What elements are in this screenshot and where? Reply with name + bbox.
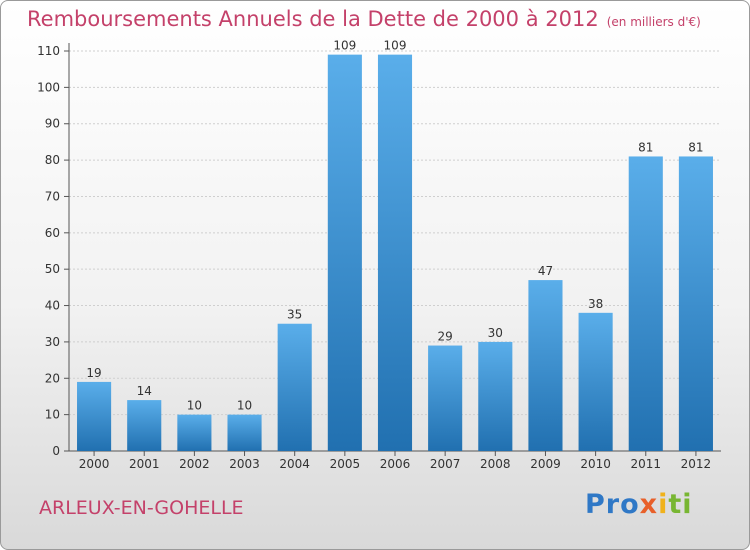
bar-value-label: 10 <box>187 399 202 413</box>
x-tick-label: 2004 <box>279 457 310 471</box>
bar <box>428 345 463 451</box>
bar <box>327 54 362 452</box>
bar <box>478 341 513 451</box>
x-tick-label: 2003 <box>229 457 260 471</box>
x-tick-label: 2011 <box>630 457 661 471</box>
chart-subtitle: (en milliers d'€) <box>606 15 701 29</box>
bar-value-label: 109 <box>333 39 356 53</box>
bar <box>678 156 713 452</box>
bar-value-label: 14 <box>137 384 152 398</box>
y-tick-label: 80 <box>45 153 60 167</box>
x-tick-label: 2001 <box>129 457 160 471</box>
proxiti-logo: Proxiti <box>585 489 693 520</box>
x-tick-label: 2009 <box>530 457 561 471</box>
x-tick-label: 2007 <box>430 457 461 471</box>
y-tick-label: 60 <box>45 226 60 240</box>
bar-value-label: 81 <box>688 140 703 154</box>
logo-part-1: Pro <box>585 489 640 520</box>
bar-value-label: 109 <box>384 39 407 53</box>
bar-value-label: 29 <box>438 330 453 344</box>
bar <box>177 414 212 451</box>
bar <box>227 414 262 451</box>
y-tick-label: 40 <box>45 299 60 313</box>
bar <box>578 312 613 451</box>
bar-value-label: 19 <box>86 366 101 380</box>
x-tick-label: 2012 <box>681 457 712 471</box>
x-tick-label: 2005 <box>330 457 361 471</box>
bar <box>528 280 563 451</box>
logo-part-2: x <box>639 489 659 520</box>
bar <box>127 400 162 451</box>
logo-part-4: ti <box>668 489 693 520</box>
y-tick-label: 10 <box>45 408 60 422</box>
y-tick-label: 20 <box>45 371 60 385</box>
bar-value-label: 38 <box>588 297 603 311</box>
bar <box>628 156 663 452</box>
y-tick-label: 0 <box>52 444 60 458</box>
y-tick-label: 50 <box>45 262 60 276</box>
bar <box>77 381 112 451</box>
bar-value-label: 47 <box>538 264 553 278</box>
bar-value-label: 10 <box>237 399 252 413</box>
commune-name: ARLEUX-EN-GOHELLE <box>39 497 244 519</box>
chart-title-text: Remboursements Annuels de la Dette de 20… <box>27 7 599 31</box>
y-tick-label: 100 <box>37 80 60 94</box>
y-tick-label: 70 <box>45 189 60 203</box>
bar-value-label: 35 <box>287 308 302 322</box>
x-tick-label: 2000 <box>79 457 110 471</box>
y-tick-label: 90 <box>45 117 60 131</box>
bar <box>377 54 413 452</box>
logo-part-3: i <box>658 489 669 520</box>
x-tick-label: 2010 <box>580 457 611 471</box>
chart-title: Remboursements Annuels de la Dette de 20… <box>27 7 701 31</box>
bar-value-label: 30 <box>488 326 503 340</box>
y-tick-label: 110 <box>37 44 60 58</box>
x-tick-label: 2006 <box>380 457 411 471</box>
x-tick-label: 2002 <box>179 457 210 471</box>
bar <box>277 323 312 451</box>
x-tick-label: 2008 <box>480 457 511 471</box>
y-tick-label: 30 <box>45 335 60 349</box>
bar-value-label: 81 <box>638 140 653 154</box>
